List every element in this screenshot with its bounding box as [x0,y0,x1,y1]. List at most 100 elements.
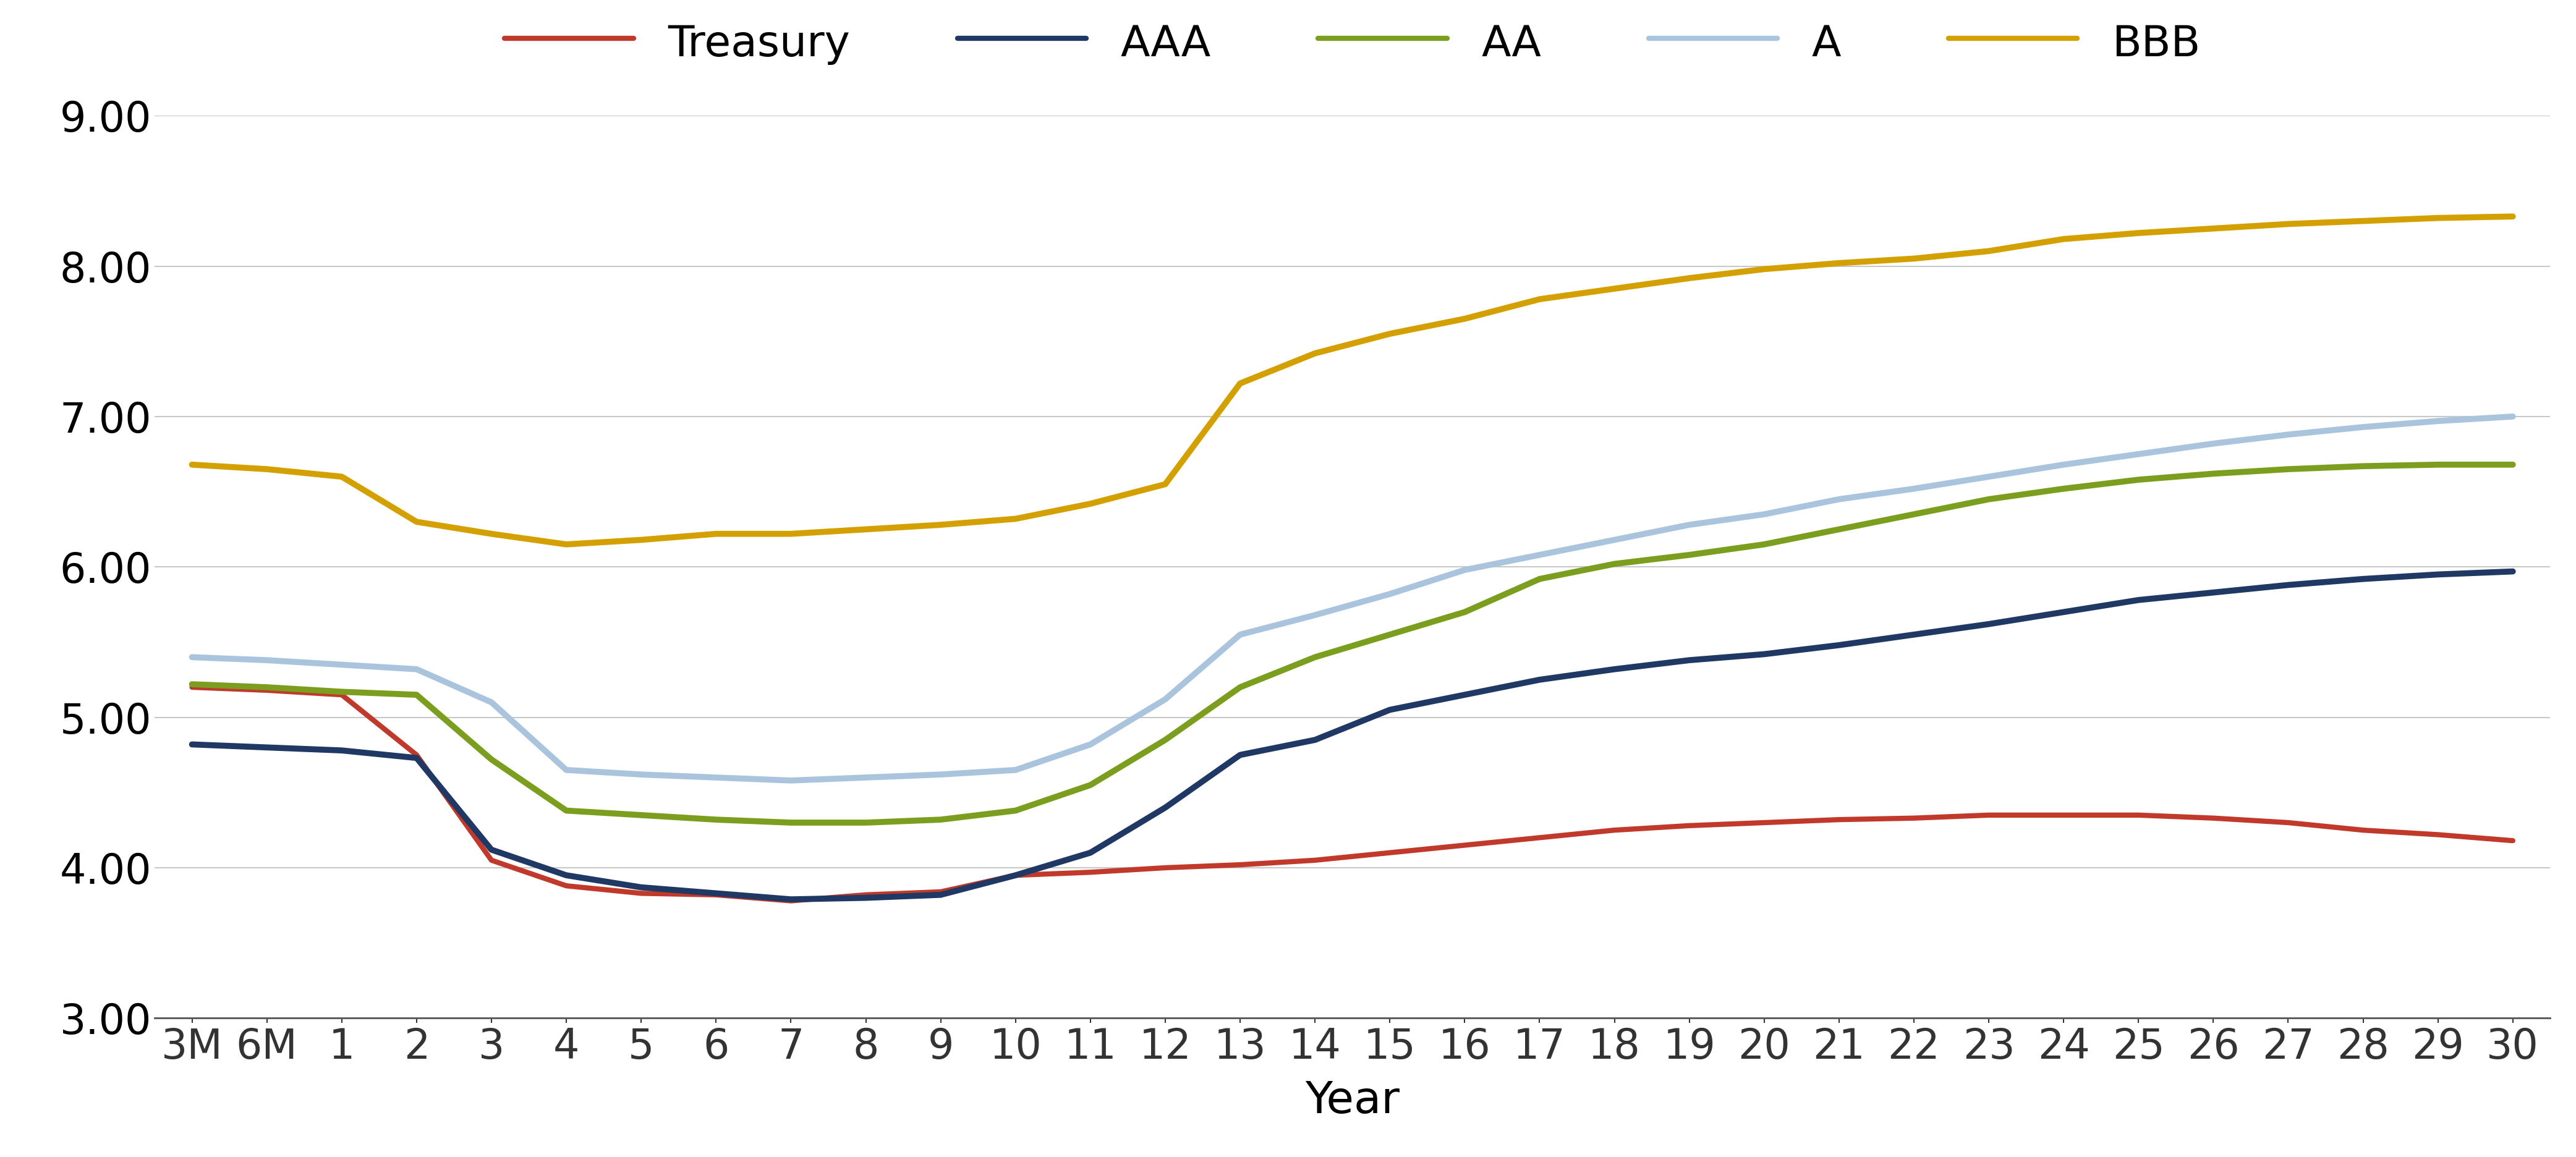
Line: BBB: BBB [193,216,2512,545]
BBB [1074,496,1105,510]
AAA [178,737,209,751]
A [2347,420,2378,434]
BBB [999,511,1030,525]
BBB [1674,271,1705,285]
AAA [1899,628,1929,642]
Treasury [1824,812,1855,826]
A [999,764,1030,778]
Treasury [1149,861,1180,875]
A [178,650,209,664]
X-axis label: Year: Year [1306,1079,1399,1122]
A [1525,548,1556,562]
BBB [2197,222,2228,236]
AAA [626,880,657,894]
A [2123,448,2154,462]
Treasury [1450,838,1481,852]
A [1899,481,1929,495]
Line: AA: AA [193,465,2512,823]
AAA [1600,662,1631,676]
Treasury [1525,831,1556,845]
AA [1525,572,1556,585]
AAA [775,892,806,906]
Treasury [1298,854,1329,868]
A [402,662,433,676]
AA [1224,680,1255,694]
Treasury [477,854,507,868]
AA [1376,628,1406,642]
Treasury [2048,809,2079,823]
A [252,654,283,668]
AA [2272,462,2303,477]
A [626,767,657,781]
A [551,764,582,778]
A [1824,493,1855,507]
Treasury [327,687,358,701]
A [2496,410,2527,423]
Treasury [1749,816,1780,830]
BBB [850,523,881,537]
Treasury [1376,846,1406,860]
Legend: Treasury, AAA, AA, A, BBB: Treasury, AAA, AA, A, BBB [505,20,2200,65]
BBB [1749,263,1780,277]
Line: Treasury: Treasury [193,687,2512,901]
AAA [2197,585,2228,599]
BBB [1525,293,1556,307]
BBB [477,526,507,540]
BBB [1298,346,1329,360]
AA [1450,605,1481,619]
Treasury [2347,824,2378,838]
AAA [402,751,433,765]
Treasury [850,887,881,901]
A [477,695,507,709]
AA [327,685,358,699]
Treasury [551,879,582,893]
BBB [327,470,358,484]
BBB [2347,214,2378,228]
A [1674,518,1705,532]
Treasury [1899,811,1929,825]
AA [999,804,1030,818]
Treasury [402,749,433,762]
BBB [2496,209,2527,223]
AA [925,812,956,826]
AA [626,809,657,823]
BBB [1376,326,1406,340]
A [775,774,806,788]
A [1074,737,1105,751]
BBB [626,533,657,547]
A [2197,436,2228,450]
AA [2197,466,2228,480]
A [1600,533,1631,547]
Treasury [1224,857,1255,871]
AA [1899,508,1929,522]
AA [701,812,732,826]
AAA [1824,639,1855,653]
A [1973,470,2004,484]
AAA [327,744,358,758]
A [1376,587,1406,600]
Treasury [1074,865,1105,879]
BBB [1149,478,1180,492]
Treasury [2123,809,2154,823]
AA [2123,473,2154,487]
AA [775,816,806,830]
Treasury [701,887,732,901]
AAA [925,887,956,901]
BBB [1824,256,1855,270]
AA [1973,493,2004,507]
AAA [2421,568,2452,582]
AAA [1298,734,1329,747]
Treasury [1674,819,1705,833]
A [2048,458,2079,472]
Treasury [252,684,283,698]
BBB [701,526,732,540]
Treasury [1973,809,2004,823]
AAA [2048,605,2079,619]
A [327,658,358,672]
AAA [477,842,507,856]
A [2421,414,2452,428]
A [2272,428,2303,442]
AA [1824,523,1855,537]
AAA [701,886,732,900]
BBB [1899,252,1929,266]
